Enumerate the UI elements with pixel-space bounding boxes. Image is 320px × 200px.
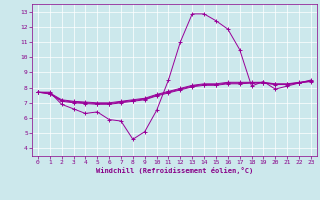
X-axis label: Windchill (Refroidissement éolien,°C): Windchill (Refroidissement éolien,°C) — [96, 167, 253, 174]
